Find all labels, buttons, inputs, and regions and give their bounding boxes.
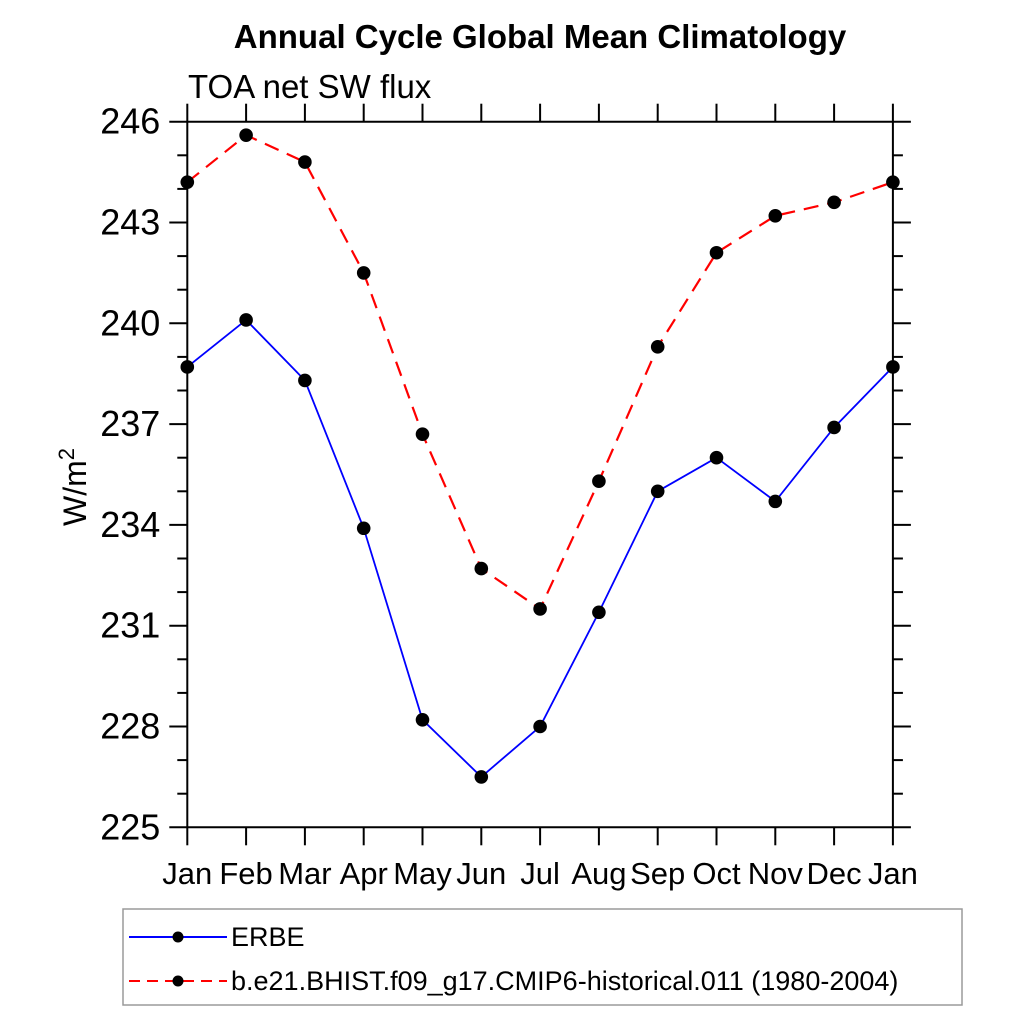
data-point-s0 (474, 770, 489, 784)
data-point-s1 (709, 245, 724, 260)
legend-entry-erbe: ERBE (129, 922, 305, 952)
x-tick-label: May (393, 856, 452, 891)
y-tick-label: 246 (100, 101, 160, 142)
data-point-s0 (533, 719, 547, 734)
data-point-s1 (592, 474, 606, 489)
data-point-s0 (650, 484, 665, 499)
x-tick-label: Oct (692, 856, 741, 891)
data-point-s1 (298, 155, 312, 169)
data-point-s1 (768, 208, 783, 223)
data-point-s1 (239, 128, 253, 142)
x-tick-label: Jan (162, 856, 212, 891)
x-tick-label: Feb (219, 856, 272, 891)
x-tick-label: Aug (571, 856, 626, 891)
y-axis-title: W/m2 (54, 448, 93, 526)
data-point-s0 (180, 360, 195, 374)
data-point-s1 (415, 427, 430, 441)
x-tick-label: Jan (868, 856, 918, 891)
data-point-s0 (592, 605, 606, 620)
data-point-s1 (886, 175, 900, 189)
y-tick-label: 225 (100, 806, 160, 847)
data-point-s1 (650, 340, 665, 354)
series-line-0 (186, 318, 894, 779)
data-series-layer (180, 128, 900, 784)
data-point-s1 (474, 561, 489, 576)
x-tick-label: Sep (630, 856, 685, 891)
data-point-s1 (180, 175, 195, 189)
y-tick-label: 231 (100, 605, 160, 646)
data-point-s0 (298, 373, 312, 388)
legend-label-erbe: ERBE (231, 922, 305, 952)
x-tick-label: Apr (340, 856, 388, 891)
data-point-s0 (886, 360, 900, 374)
y-tick-label: 234 (100, 504, 160, 545)
chart-subtitle: TOA net SW flux (188, 68, 432, 105)
y-tick-label: 228 (100, 706, 160, 747)
data-point-s1 (533, 602, 547, 616)
data-point-s0 (415, 712, 430, 727)
x-tick-label: Dec (807, 856, 862, 891)
data-point-s0 (239, 313, 253, 327)
x-tick-label: Mar (278, 856, 331, 891)
x-tick-label: Jul (520, 856, 560, 891)
data-point-s1 (827, 195, 841, 210)
legend-box (122, 908, 963, 1006)
data-point-s0 (709, 450, 724, 465)
data-point-s0 (356, 521, 371, 536)
y-tick-label: 237 (100, 403, 160, 444)
legend-entry-model: b.e21.BHIST.f09_g17.CMIP6-historical.011… (129, 966, 898, 996)
y-tick-label: 240 (100, 302, 160, 343)
legend-marker-erbe (172, 931, 184, 943)
series-line-1 (186, 133, 894, 611)
y-tick-label: 243 (100, 202, 160, 243)
data-point-s1 (356, 266, 371, 280)
axes-frame-and-ticks: Jan Feb Mar Apr May Jun Jul Aug Sep Oct Nov Dec Jan2… (100, 101, 918, 891)
x-tick-label: Nov (748, 856, 804, 891)
legend: ERBE b.e21.BHIST.f09_g17.CMIP6-historica… (122, 908, 963, 1006)
data-point-s0 (827, 420, 841, 435)
x-tick-label: Jun (456, 856, 506, 891)
data-point-s0 (768, 494, 783, 509)
legend-label-model: b.e21.BHIST.f09_g17.CMIP6-historical.011… (231, 966, 898, 996)
chart-title: Annual Cycle Global Mean Climatology (234, 18, 847, 55)
legend-marker-model (172, 975, 184, 987)
